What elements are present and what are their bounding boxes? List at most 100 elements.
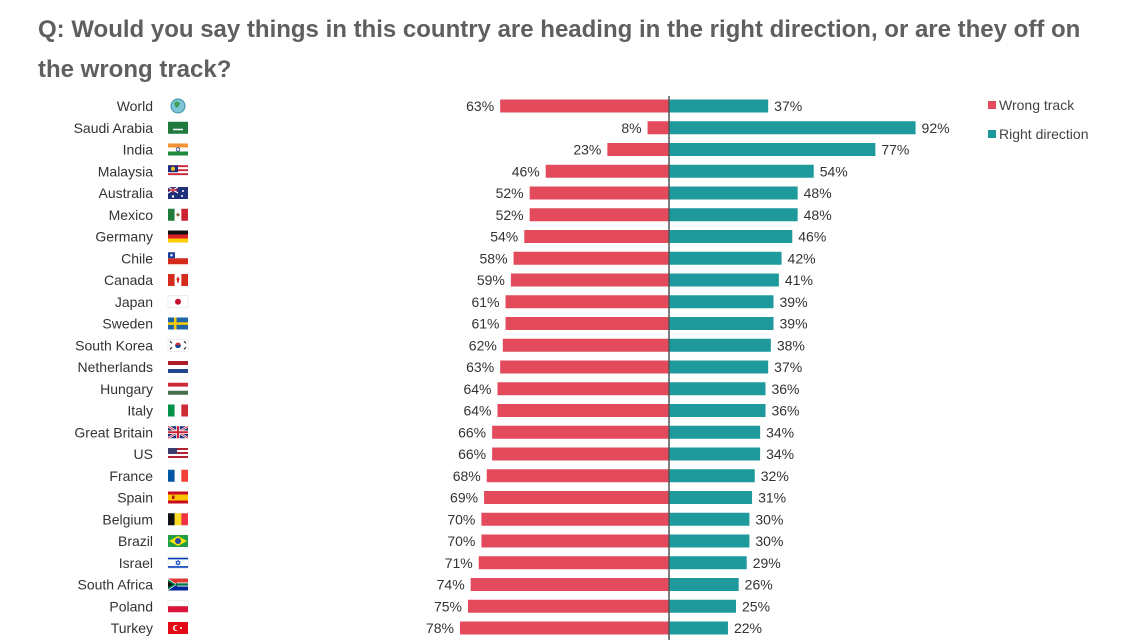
country-label-hungary: Hungary xyxy=(100,381,153,397)
legend-label-wrong-track: Wrong track xyxy=(999,97,1075,113)
value-label-right-direction-france: 32% xyxy=(761,468,789,484)
country-label-italy: Italy xyxy=(127,403,153,419)
value-label-wrong-track-israel: 71% xyxy=(445,555,473,571)
legend-item-wrong-track: Wrong track xyxy=(988,96,1099,115)
country-label-south-korea: South Korea xyxy=(75,337,153,353)
country-label-netherlands: Netherlands xyxy=(78,359,154,375)
bar-right-direction-france xyxy=(669,469,755,483)
bar-wrong-track-mexico xyxy=(529,208,669,222)
value-label-right-direction-sweden: 39% xyxy=(780,316,808,332)
value-label-wrong-track-sweden: 61% xyxy=(471,316,499,332)
bar-right-direction-world xyxy=(669,99,769,113)
value-label-wrong-track-spain: 69% xyxy=(450,490,478,506)
bar-wrong-track-great-britain xyxy=(492,425,669,439)
flag-japan-icon xyxy=(167,295,189,308)
flag-israel-icon xyxy=(167,556,189,569)
value-label-wrong-track-south-korea: 62% xyxy=(469,337,497,353)
value-label-right-direction-belgium: 30% xyxy=(755,511,783,527)
value-label-right-direction-south-korea: 38% xyxy=(777,337,805,353)
bar-wrong-track-india xyxy=(607,143,669,156)
bar-right-direction-chile xyxy=(669,251,782,265)
value-label-wrong-track-hungary: 64% xyxy=(463,381,491,397)
value-label-wrong-track-us: 66% xyxy=(458,446,486,462)
value-label-right-direction-spain: 31% xyxy=(758,490,786,506)
value-label-right-direction-us: 34% xyxy=(766,446,794,462)
value-label-right-direction-netherlands: 37% xyxy=(774,359,802,375)
bar-wrong-track-south-korea xyxy=(502,338,669,352)
bar-right-direction-japan xyxy=(669,295,774,309)
flag-saudi-arabia-icon xyxy=(168,121,188,134)
country-label-saudi-arabia: Saudi Arabia xyxy=(74,120,154,136)
bar-wrong-track-world xyxy=(500,99,669,113)
value-label-right-direction-hungary: 36% xyxy=(771,381,799,397)
value-label-right-direction-turkey: 22% xyxy=(734,620,762,636)
value-label-right-direction-saudi-arabia: 92% xyxy=(922,120,950,136)
bar-right-direction-belgium xyxy=(669,512,750,526)
country-label-chile: Chile xyxy=(121,250,153,266)
country-label-mexico: Mexico xyxy=(109,207,154,223)
value-label-wrong-track-chile: 58% xyxy=(480,250,508,266)
flag-brazil-icon xyxy=(168,535,188,547)
bar-right-direction-mexico xyxy=(669,208,798,222)
bar-wrong-track-australia xyxy=(529,186,669,200)
flag-netherlands-icon xyxy=(168,361,188,373)
bar-wrong-track-germany xyxy=(524,230,669,243)
bar-right-direction-israel xyxy=(669,556,747,570)
bar-right-direction-malaysia xyxy=(669,164,814,178)
flag-us-icon xyxy=(168,448,188,460)
bar-wrong-track-italy xyxy=(497,404,669,417)
country-label-israel: Israel xyxy=(119,555,153,571)
flag-italy-icon xyxy=(168,404,188,417)
country-label-poland: Poland xyxy=(109,598,153,614)
country-label-brazil: Brazil xyxy=(118,533,153,549)
bar-wrong-track-turkey xyxy=(459,621,669,635)
value-label-wrong-track-great-britain: 66% xyxy=(458,424,486,440)
flag-turkey-icon xyxy=(168,622,188,634)
country-label-south-africa: South Africa xyxy=(78,577,154,593)
bar-wrong-track-malaysia xyxy=(545,164,669,178)
bar-right-direction-hungary xyxy=(669,382,766,396)
value-label-right-direction-australia: 48% xyxy=(804,185,832,201)
bar-right-direction-south-korea xyxy=(669,338,771,352)
legend-label-right-direction: Right direction xyxy=(999,126,1089,142)
bar-wrong-track-israel xyxy=(478,556,669,570)
chart-title: Q: Would you say things in this country … xyxy=(38,16,1081,83)
country-label-canada: Canada xyxy=(104,272,153,288)
globe-icon xyxy=(170,98,186,114)
value-label-wrong-track-germany: 54% xyxy=(490,229,518,245)
value-label-wrong-track-japan: 61% xyxy=(471,294,499,310)
bar-right-direction-spain xyxy=(669,491,753,504)
bar-wrong-track-saudi-arabia xyxy=(647,121,669,135)
flag-france-icon xyxy=(168,469,188,482)
bar-wrong-track-canada xyxy=(510,273,669,287)
value-label-right-direction-brazil: 30% xyxy=(755,533,783,549)
value-label-right-direction-south-africa: 26% xyxy=(745,577,773,593)
bar-right-direction-sweden xyxy=(669,317,774,330)
value-label-wrong-track-australia: 52% xyxy=(496,185,524,201)
bar-right-direction-great-britain xyxy=(669,425,761,439)
flag-mexico-icon xyxy=(168,208,188,221)
value-label-right-direction-great-britain: 34% xyxy=(766,424,794,440)
value-label-right-direction-germany: 46% xyxy=(798,229,826,245)
legend: Wrong track Right direction xyxy=(988,96,1099,154)
value-label-wrong-track-canada: 59% xyxy=(477,272,505,288)
value-label-wrong-track-malaysia: 46% xyxy=(512,163,540,179)
value-label-wrong-track-netherlands: 63% xyxy=(466,359,494,375)
flag-germany-icon xyxy=(168,230,188,243)
country-label-belgium: Belgium xyxy=(102,511,153,527)
country-label-us: US xyxy=(134,446,153,462)
flag-canada-icon xyxy=(168,274,188,286)
country-label-turkey: Turkey xyxy=(111,620,153,636)
country-label-india: India xyxy=(123,142,154,158)
value-label-wrong-track-india: 23% xyxy=(573,142,601,158)
bar-right-direction-italy xyxy=(669,404,766,417)
value-label-wrong-track-turkey: 78% xyxy=(426,620,454,636)
country-label-germany: Germany xyxy=(95,229,153,245)
value-label-right-direction-canada: 41% xyxy=(785,272,813,288)
country-label-world: World xyxy=(117,98,153,114)
flag-malaysia-icon xyxy=(168,165,188,178)
bar-wrong-track-poland xyxy=(468,599,669,613)
bar-right-direction-australia xyxy=(669,186,798,200)
bar-wrong-track-japan xyxy=(505,295,669,309)
